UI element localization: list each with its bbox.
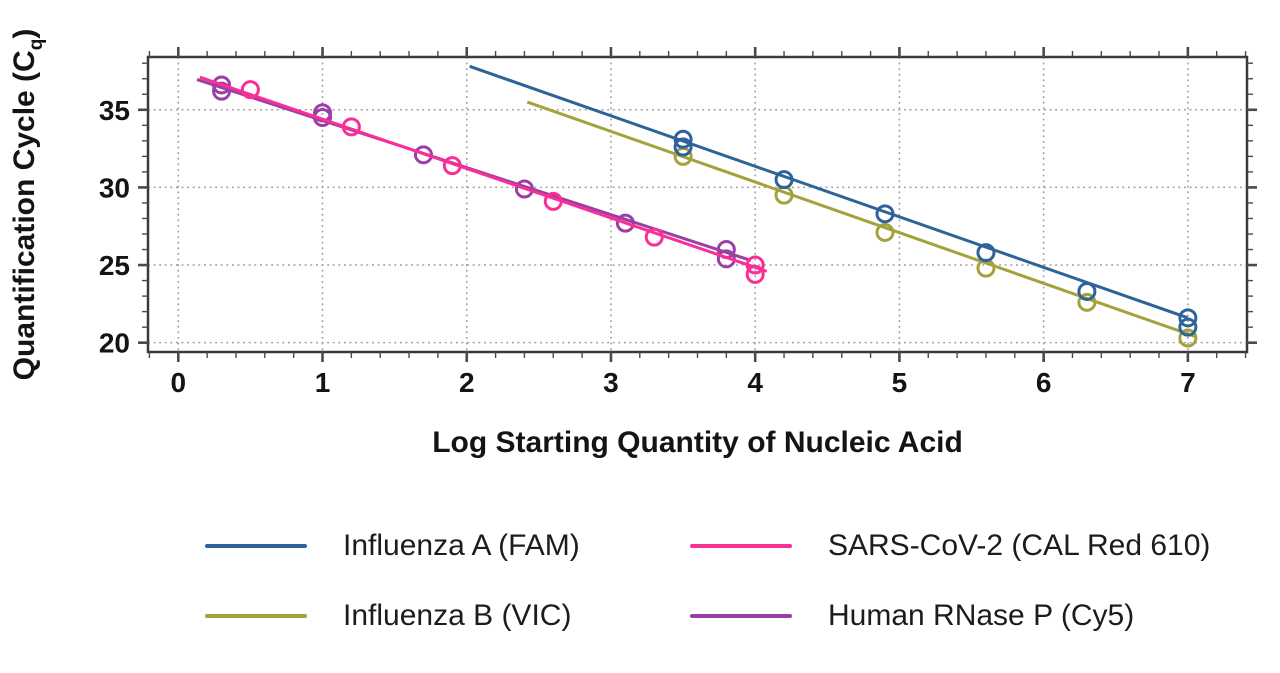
legend-label: Influenza B (VIC) bbox=[343, 599, 572, 632]
x-axis-title: Log Starting Quantity of Nucleic Acid bbox=[432, 426, 963, 459]
y-axis-title: Quantification Cycle (Cq) bbox=[8, 29, 47, 381]
human-rnase-p-line-swatch bbox=[690, 614, 792, 618]
data-point-sars-cov-2 bbox=[745, 264, 765, 284]
x-tick-label: 6 bbox=[1036, 367, 1052, 398]
chart-legend: Influenza A (FAM) SARS-CoV-2 (CAL Red 61… bbox=[205, 524, 1210, 638]
data-point-human-rnase-p bbox=[413, 145, 433, 165]
data-point-sars-cov-2 bbox=[644, 227, 664, 247]
data-point-influenza-a bbox=[673, 137, 693, 157]
data-point-influenza-a bbox=[1077, 281, 1097, 301]
legend-item-human-rnase-p: Human RNase P (Cy5) bbox=[690, 594, 1210, 638]
data-point-influenza-b bbox=[1077, 292, 1097, 312]
trend-line-influenza-a bbox=[469, 64, 1189, 320]
data-point-influenza-b bbox=[1178, 328, 1198, 348]
x-tick-label: 3 bbox=[603, 367, 619, 398]
x-tick-label: 1 bbox=[315, 367, 331, 398]
data-point-human-rnase-p bbox=[514, 179, 534, 199]
y-tick-label: 25 bbox=[99, 250, 130, 281]
standard-curve-plot: 0 1 2 3 4 5 6 7 20 25 30 35 Log Starting Quantity of… bbox=[8, 29, 1257, 459]
data-point-influenza-a bbox=[875, 204, 895, 224]
legend-label: Human RNase P (Cy5) bbox=[828, 599, 1135, 632]
sars-cov-2-line-swatch bbox=[690, 544, 792, 548]
legend-label: SARS-CoV-2 (CAL Red 610) bbox=[828, 529, 1211, 562]
x-tick-label: 0 bbox=[170, 367, 186, 398]
data-point-influenza-a bbox=[976, 243, 996, 263]
y-tick-label: 20 bbox=[99, 328, 130, 359]
legend-item-influenza-a: Influenza A (FAM) bbox=[205, 524, 690, 568]
data-point-human-rnase-p bbox=[615, 213, 635, 233]
data-point-influenza-a bbox=[774, 170, 794, 190]
x-tick-label: 2 bbox=[459, 367, 475, 398]
data-point-influenza-a bbox=[673, 129, 693, 149]
data-point-human-rnase-p bbox=[212, 75, 232, 95]
x-tick-label: 7 bbox=[1180, 367, 1196, 398]
data-point-influenza-a bbox=[1178, 308, 1198, 328]
data-point-sars-cov-2 bbox=[745, 255, 765, 275]
data-point-sars-cov-2 bbox=[543, 191, 563, 211]
y-tick-label: 30 bbox=[99, 172, 130, 203]
influenza-a-line-swatch bbox=[205, 544, 307, 548]
x-tick-label: 4 bbox=[747, 367, 763, 398]
x-tick-label: 5 bbox=[892, 367, 908, 398]
legend-item-influenza-b: Influenza B (VIC) bbox=[205, 594, 690, 638]
data-point-sars-cov-2 bbox=[442, 156, 462, 176]
influenza-b-line-swatch bbox=[205, 614, 307, 618]
data-point-influenza-a bbox=[1178, 317, 1198, 337]
legend-item-sars-cov-2: SARS-CoV-2 (CAL Red 610) bbox=[690, 524, 1210, 568]
data-point-sars-cov-2 bbox=[240, 80, 260, 100]
trend-line-sars-cov-2 bbox=[199, 75, 768, 273]
data-point-sars-cov-2 bbox=[341, 117, 361, 137]
data-point-influenza-b bbox=[875, 222, 895, 242]
y-tick-label: 35 bbox=[99, 95, 130, 126]
legend-label: Influenza A (FAM) bbox=[343, 529, 580, 562]
